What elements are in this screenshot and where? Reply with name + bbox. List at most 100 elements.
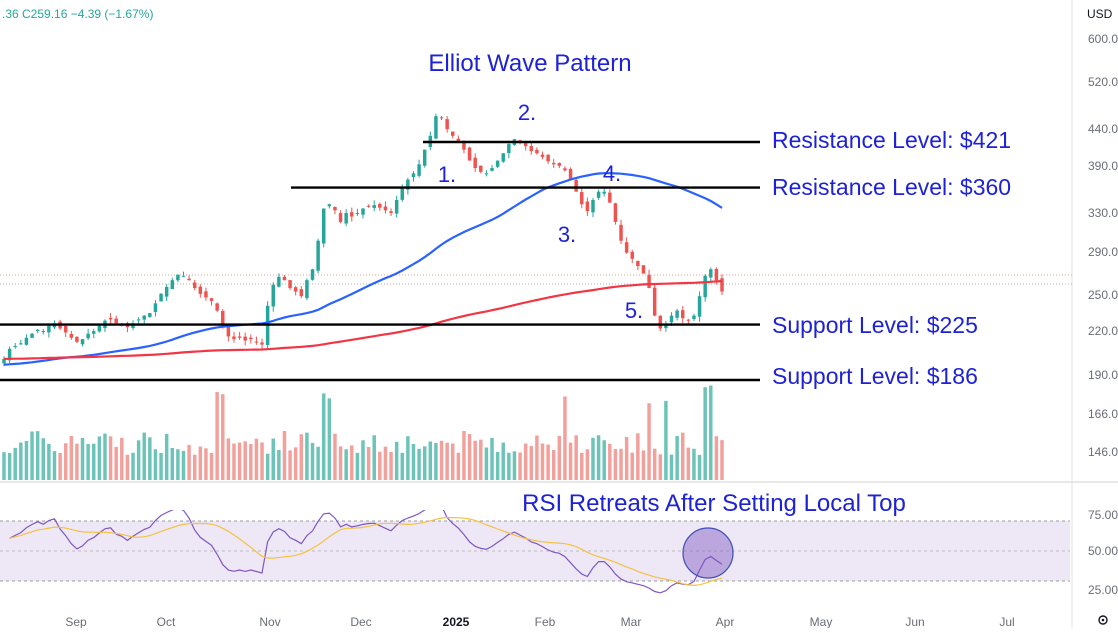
candle-body [260, 342, 264, 345]
candle-body [181, 275, 186, 277]
volume-bar [221, 394, 225, 480]
candle-body [361, 208, 365, 215]
x-tick: 2025 [443, 615, 470, 628]
rsi-y-tick: 25.00 [1088, 583, 1118, 597]
volume-bar [484, 447, 489, 480]
candle-body [75, 336, 79, 342]
volume-bar [350, 445, 354, 480]
volume-bar [529, 446, 534, 480]
candle-body [563, 168, 567, 171]
volume-bar [647, 403, 651, 480]
volume-bar [170, 448, 175, 480]
volume-bar [636, 433, 640, 480]
resistance-label-360: Resistance Level: $360 [772, 174, 1011, 200]
candle-body [221, 310, 225, 326]
volume-bar [80, 437, 85, 480]
candle-body [7, 348, 12, 361]
volume-bar [63, 443, 68, 480]
candle-body [411, 173, 416, 178]
candle-body [546, 154, 550, 162]
volume-bar [148, 437, 152, 480]
volume-bar [125, 454, 130, 480]
volume-bar [2, 452, 6, 480]
wave-label-2: 2. [518, 100, 536, 125]
candle-body [24, 337, 29, 345]
candle-body [591, 200, 595, 213]
volume-bars [2, 385, 724, 480]
settings-gear-icon[interactable] [1098, 615, 1108, 625]
rsi-title: RSI Retreats After Setting Local Top [522, 490, 906, 517]
candle-body [2, 358, 6, 364]
volume-bar [563, 396, 567, 480]
candle-body [108, 317, 113, 320]
volume-bar [619, 448, 623, 480]
candle-body [580, 192, 584, 205]
candle-body [13, 346, 17, 348]
candle-body [142, 315, 146, 320]
volume-bar [92, 443, 96, 480]
candle-body [277, 276, 281, 287]
candle-body [97, 325, 102, 332]
volume-bar [192, 454, 197, 480]
candle-body [350, 212, 354, 217]
volume-bar [456, 452, 461, 480]
moving-averages [3, 172, 723, 366]
volume-bar [344, 449, 348, 480]
volume-bar [518, 452, 522, 480]
candle-body [204, 291, 208, 298]
candle-body [636, 260, 640, 267]
volume-bar [35, 431, 40, 480]
candle-body [271, 284, 275, 307]
candle-body [254, 341, 259, 343]
volume-bar [293, 447, 298, 480]
volume-bar [164, 433, 169, 480]
volume-bar [462, 430, 466, 480]
candle-body [35, 329, 40, 332]
y-tick: 600.00 [1088, 32, 1118, 46]
volume-bar [378, 451, 382, 480]
volume-bar [237, 442, 242, 480]
volume-bar [47, 443, 51, 480]
candle-body [86, 333, 90, 339]
volume-bar [669, 454, 674, 480]
volume-bar [215, 391, 219, 480]
candle-body [529, 146, 534, 152]
candle-body [523, 143, 528, 147]
candle-body [299, 289, 304, 297]
candle-body [30, 333, 34, 338]
x-tick: Oct [157, 615, 176, 628]
volume-bar [434, 442, 438, 480]
volume-bar [86, 444, 90, 480]
volume-bar [271, 438, 275, 480]
volume-bar [608, 443, 612, 480]
candle-body [439, 117, 444, 119]
candle-body [378, 203, 382, 208]
volume-bar [523, 443, 528, 480]
support-label-225: Support Level: $225 [772, 312, 978, 338]
rsi-line [9, 510, 723, 594]
volume-bar [321, 393, 326, 480]
volume-bar [299, 434, 304, 480]
y-tick: 390.00 [1088, 159, 1118, 173]
candle-body [540, 154, 545, 157]
y-tick: 520.00 [1088, 75, 1118, 89]
volume-bar [709, 385, 713, 480]
volume-bar [591, 437, 595, 480]
currency-label[interactable]: USD [1087, 7, 1113, 21]
volume-bar [288, 450, 292, 480]
volume-bar [417, 448, 421, 480]
volume-bar [209, 452, 214, 480]
candle-body [557, 162, 562, 166]
volume-bar [204, 448, 208, 480]
candle-body [501, 153, 505, 162]
candle-body [680, 310, 685, 319]
rsi-pane [9, 510, 723, 594]
candle-body [467, 147, 472, 161]
wave-label-3: 3. [558, 222, 576, 247]
volume-bar [675, 436, 679, 480]
volume-bar [394, 441, 399, 480]
candle-body [720, 278, 724, 292]
candle-body [288, 280, 292, 289]
volume-bar [254, 438, 259, 480]
